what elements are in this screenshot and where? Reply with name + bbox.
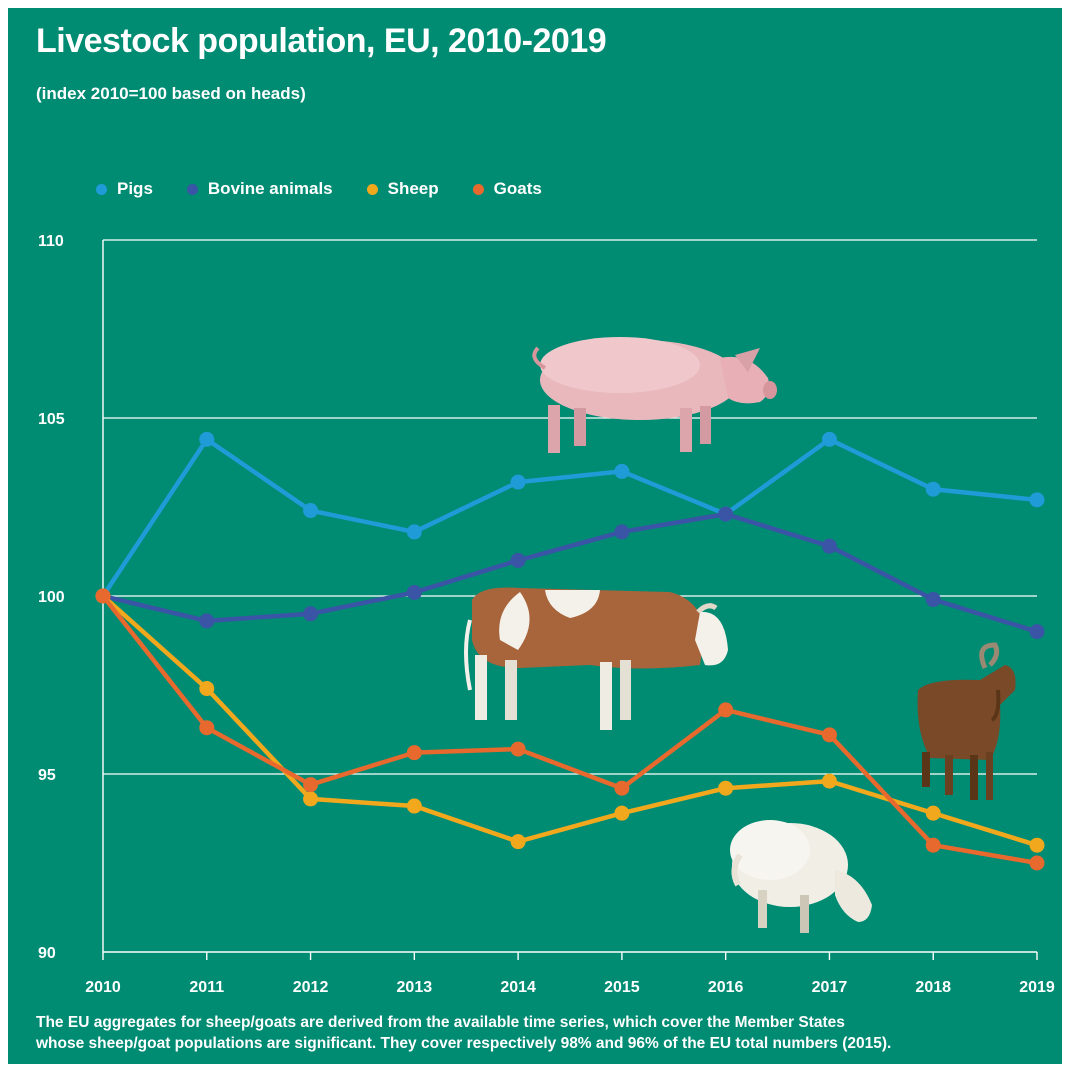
data-point	[303, 791, 319, 807]
series-line	[100, 437, 1040, 599]
x-tick-label: 2014	[500, 979, 536, 996]
data-point	[925, 481, 941, 497]
legend: Pigs Bovine animals Sheep Goats	[96, 179, 542, 199]
axis-labels: 90 95 100 105 110 2010 2011 2012 2013 2014 2015 201…	[38, 233, 1055, 996]
data-point	[614, 463, 630, 479]
data-point	[925, 837, 941, 853]
data-point	[718, 702, 734, 718]
data-point	[821, 538, 837, 554]
series-line	[100, 511, 1040, 634]
legend-label-bovine: Bovine animals	[207, 179, 333, 198]
x-tick-label: 2018	[915, 979, 951, 996]
data-point	[199, 613, 215, 629]
x-tick-label: 2012	[293, 979, 329, 996]
pig-illustration	[532, 337, 777, 453]
data-point	[925, 592, 941, 608]
series-line	[100, 593, 1040, 848]
data-point	[821, 431, 837, 447]
data-point	[510, 474, 526, 490]
chart-panel	[8, 8, 1062, 1064]
series-goats	[95, 588, 1045, 871]
legend-swatch-sheep	[366, 183, 378, 195]
data-point	[303, 777, 319, 793]
x-tick-label: 2017	[812, 979, 848, 996]
legend-item-goats: Goats	[472, 179, 542, 199]
legend-label-goats: Goats	[493, 179, 542, 198]
data-point	[614, 524, 630, 540]
data-point	[718, 780, 734, 796]
legend-swatch-goats	[472, 183, 484, 195]
y-tick-label: 90	[38, 945, 56, 962]
goat-illustration	[917, 642, 1016, 800]
chart-title: Livestock population, EU, 2010-2019	[36, 22, 607, 60]
data-point	[95, 588, 111, 604]
data-point	[614, 780, 630, 796]
chart-subtitle: (index 2010=100 based on heads)	[36, 84, 306, 103]
series-layer	[95, 431, 1045, 871]
data-point	[821, 727, 837, 743]
legend-label-sheep: Sheep	[387, 179, 439, 198]
x-tick-label: 2010	[85, 979, 121, 996]
x-tick-label: 2013	[397, 979, 433, 996]
data-point	[614, 805, 630, 821]
legend-swatch-bovine	[186, 183, 198, 195]
y-tick-label: 105	[38, 411, 65, 428]
series-line	[100, 593, 1040, 866]
cow-illustration	[464, 587, 728, 730]
footnote: The EU aggregates for sheep/goats are de…	[36, 1012, 1066, 1054]
line-chart: 90 95 100 105 110 2010 2011 2012 2013 2014 2015 201…	[38, 233, 1055, 996]
data-point	[718, 506, 734, 522]
data-point	[199, 720, 215, 736]
series-pigs	[95, 431, 1045, 604]
data-point	[303, 503, 319, 519]
data-point	[1029, 492, 1045, 508]
y-tick-label: 100	[38, 589, 65, 606]
x-tick-label: 2019	[1019, 979, 1055, 996]
data-point	[510, 741, 526, 757]
x-tick-label: 2016	[708, 979, 744, 996]
legend-item-sheep: Sheep	[366, 179, 439, 199]
data-point	[925, 805, 941, 821]
data-point	[821, 773, 837, 789]
data-point	[1029, 837, 1045, 853]
data-point	[303, 606, 319, 622]
y-tick-label: 95	[38, 767, 56, 784]
data-point	[1029, 624, 1045, 640]
y-tick-label: 110	[38, 233, 64, 250]
data-point	[1029, 855, 1045, 871]
data-point	[406, 745, 422, 761]
data-point	[199, 431, 215, 447]
data-point	[199, 681, 215, 697]
legend-label-pigs: Pigs	[117, 179, 153, 198]
series-bovine-animals	[95, 506, 1045, 640]
data-point	[406, 584, 422, 600]
footnote-line-1: The EU aggregates for sheep/goats are de…	[36, 1014, 845, 1031]
legend-item-bovine: Bovine animals	[186, 179, 333, 199]
data-point	[510, 834, 526, 850]
legend-item-pigs: Pigs	[96, 179, 153, 199]
x-tick-label: 2011	[189, 979, 224, 996]
sheep-illustration	[730, 820, 872, 933]
data-point	[510, 552, 526, 568]
data-point	[406, 524, 422, 540]
data-point	[406, 798, 422, 814]
footnote-line-2: whose sheep/goat populations are signifi…	[36, 1035, 892, 1052]
x-tick-label: 2015	[604, 979, 640, 996]
legend-swatch-pigs	[96, 183, 107, 195]
